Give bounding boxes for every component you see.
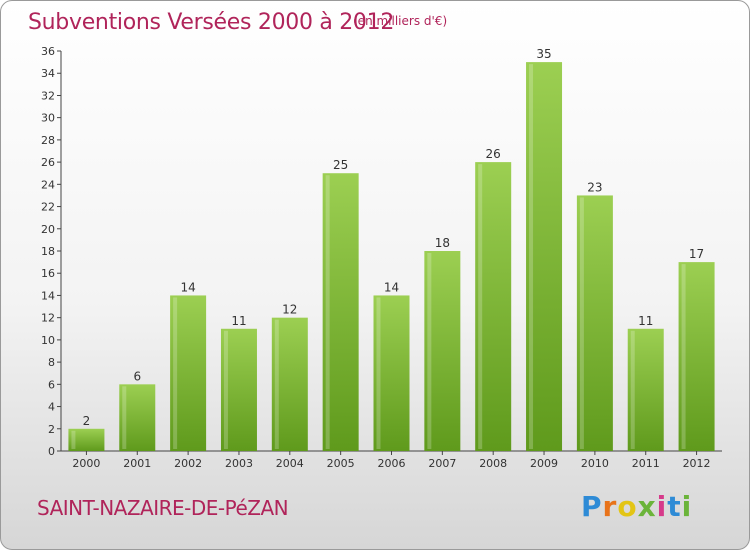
y-tick-label: 12	[41, 312, 55, 325]
bar-2001	[119, 384, 156, 451]
bar-value-label: 14	[384, 280, 399, 294]
y-tick-label: 2	[48, 423, 55, 436]
proxiti-logo: Proxiti	[581, 490, 693, 523]
y-tick-label: 28	[41, 134, 55, 147]
bar-2012	[678, 262, 715, 451]
bar-highlight	[630, 330, 635, 449]
x-tick-label: 2004	[276, 457, 304, 470]
bar-2005	[322, 173, 359, 451]
bar-highlight	[274, 319, 279, 449]
x-tick-label: 2011	[632, 457, 660, 470]
bar-2000	[68, 428, 105, 451]
bar-highlight	[579, 197, 584, 449]
bar-value-label: 26	[486, 147, 501, 161]
bar-2003	[220, 328, 257, 451]
x-tick-label: 2001	[123, 457, 151, 470]
y-tick-label: 14	[41, 289, 55, 302]
x-tick-label: 2003	[225, 457, 253, 470]
bar-value-label: 14	[180, 280, 195, 294]
y-tick-label: 22	[41, 201, 55, 214]
y-tick-label: 20	[41, 223, 55, 236]
y-tick-label: 0	[48, 445, 55, 458]
chart-unit: (en milliers d'€)	[353, 14, 448, 28]
y-tick-label: 18	[41, 245, 55, 258]
bar-value-label: 25	[333, 158, 348, 172]
x-tick-label: 2006	[378, 457, 406, 470]
bar-highlight	[71, 430, 76, 449]
bar-2010	[576, 195, 613, 451]
bar-highlight	[478, 164, 483, 449]
x-tick-label: 2005	[327, 457, 355, 470]
y-tick-label: 24	[41, 178, 55, 191]
x-tick-label: 2002	[174, 457, 202, 470]
bar-2004	[271, 317, 308, 451]
bar-value-label: 6	[133, 369, 141, 383]
y-tick-label: 34	[41, 67, 55, 80]
bar-value-label: 11	[231, 314, 246, 328]
bar-value-label: 12	[282, 303, 297, 317]
bar-highlight	[223, 330, 228, 449]
bar-highlight	[681, 264, 686, 449]
bar-highlight	[325, 175, 330, 449]
city-name: SAINT-NAZAIRE-DE-PéZAN	[37, 496, 289, 520]
bar-2007	[424, 251, 461, 451]
y-tick-label: 26	[41, 156, 55, 169]
x-tick-label: 2008	[479, 457, 507, 470]
bar-2011	[627, 328, 664, 451]
bar-highlight	[376, 297, 381, 449]
chart-title: Subventions Versées 2000 à 2012	[28, 10, 395, 35]
bar-value-label: 17	[689, 247, 704, 261]
bar-value-label: 11	[638, 314, 653, 328]
bar-value-label: 18	[435, 236, 450, 250]
bar-2002	[170, 295, 207, 451]
bar-highlight	[427, 253, 432, 449]
bar-value-label: 2	[83, 414, 91, 428]
bar-highlight	[173, 297, 178, 449]
bar-2008	[475, 162, 512, 451]
y-tick-label: 36	[41, 45, 55, 58]
y-tick-label: 8	[48, 356, 55, 369]
bar-highlight	[122, 386, 127, 449]
y-tick-label: 32	[41, 89, 55, 102]
bar-2006	[373, 295, 410, 451]
y-tick-label: 6	[48, 378, 55, 391]
bar-2009	[526, 62, 563, 451]
y-tick-label: 4	[48, 401, 55, 414]
x-tick-label: 2007	[428, 457, 456, 470]
x-tick-label: 2012	[683, 457, 711, 470]
y-tick-label: 30	[41, 112, 55, 125]
y-tick-label: 10	[41, 334, 55, 347]
x-tick-label: 2010	[581, 457, 609, 470]
bar-value-label: 35	[536, 47, 551, 61]
y-tick-label: 16	[41, 267, 55, 280]
x-tick-label: 2000	[72, 457, 100, 470]
bar-highlight	[529, 64, 534, 449]
bar-value-label: 23	[587, 180, 602, 194]
x-tick-label: 2009	[530, 457, 558, 470]
